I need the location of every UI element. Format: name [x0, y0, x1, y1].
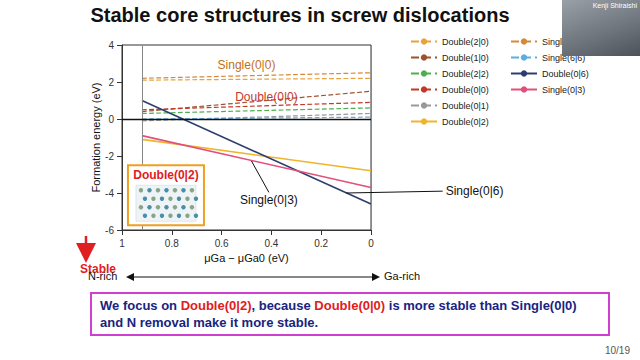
svg-text:Formation energy (eV): Formation energy (eV): [90, 82, 102, 192]
svg-text:-4: -4: [105, 188, 114, 199]
svg-text:0: 0: [368, 238, 374, 249]
svg-text:Single(6|6): Single(6|6): [542, 52, 586, 63]
html-text:10/19: 10/19: [605, 345, 630, 356]
svg-text:Double(0|1): Double(0|1): [442, 101, 489, 111]
svg-text:μGa − μGa0 (eV): μGa − μGa0 (eV): [204, 252, 289, 264]
svg-text:0: 0: [108, 114, 114, 125]
html-text:Stable core structures in scre: Stable core structures in screw dislocat…: [90, 4, 510, 26]
svg-text:Single(0|0): Single(0|0): [218, 58, 276, 72]
svg-text:0.6: 0.6: [215, 238, 229, 249]
svg-text:0.4: 0.4: [264, 238, 278, 249]
html-text:Kenji Shiraishi: Kenji Shiraishi: [592, 2, 637, 9]
svg-text:Double(0|2): Double(0|2): [133, 168, 198, 182]
svg-text:Single(0|3): Single(0|3): [240, 193, 298, 207]
svg-text:Single(0|6): Single(0|6): [446, 184, 504, 198]
svg-text:Single(0|3): Single(0|3): [542, 85, 585, 95]
svg-text:4: 4: [108, 40, 114, 51]
svg-text:Double(0|0): Double(0|0): [442, 85, 489, 95]
html-text:We focus on Double(0|2), becau: We focus on Double(0|2), because Double(…: [100, 298, 577, 330]
svg-text:0.8: 0.8: [165, 238, 179, 249]
svg-text:Double(0|2): Double(0|2): [442, 117, 489, 127]
svg-text:Double(0|6): Double(0|6): [542, 69, 589, 79]
svg-text:Double(0|0): Double(0|0): [235, 90, 297, 104]
html-text:Ga-rich: Ga-rich: [384, 270, 421, 282]
html-text:Stable: Stable: [80, 262, 116, 276]
svg-text:1: 1: [119, 238, 125, 249]
svg-text:Double(2|2): Double(2|2): [442, 69, 489, 79]
svg-text:-2: -2: [105, 151, 114, 162]
svg-text:0.2: 0.2: [314, 238, 328, 249]
svg-text:Double(1|0): Double(1|0): [442, 53, 489, 63]
svg-text:2: 2: [108, 77, 114, 88]
html-text:N-rich: N-rich: [88, 270, 118, 282]
svg-text:Double(2|0): Double(2|0): [442, 37, 489, 47]
svg-text:-6: -6: [105, 225, 114, 236]
